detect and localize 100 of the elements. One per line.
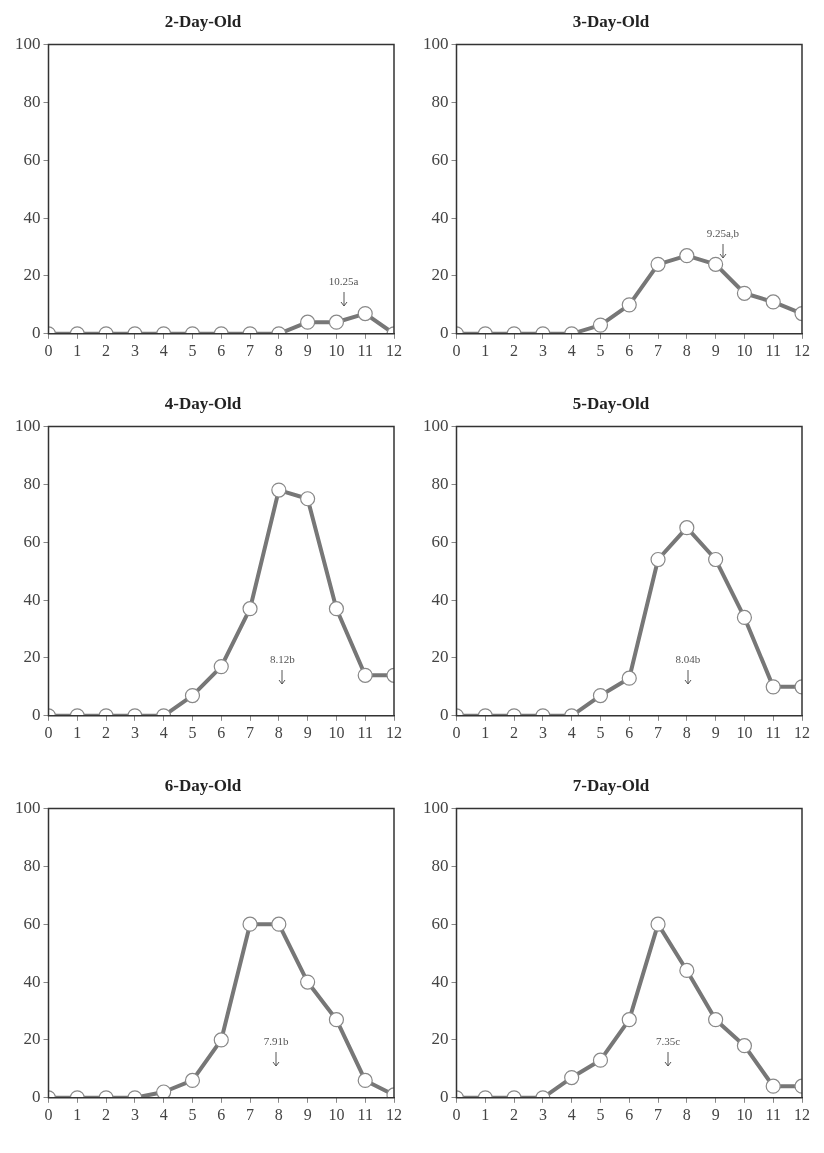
ref-line-label: 8.04b xyxy=(675,653,701,666)
y-tick-label: 60 xyxy=(431,913,449,933)
x-tick-label: 5 xyxy=(596,723,605,741)
x-tick-label: 12 xyxy=(386,1105,402,1123)
x-tick-label: 3 xyxy=(538,723,547,741)
y-tick-label: 0 xyxy=(440,1087,449,1107)
x-tick-label: 9 xyxy=(711,723,720,741)
x-tick-label: 8 xyxy=(682,1105,691,1123)
point xyxy=(708,551,724,568)
x-tick-label: 5 xyxy=(596,1105,605,1123)
x-tick-label: 8 xyxy=(274,1105,283,1123)
y-tick-label: 100 xyxy=(15,415,41,435)
x-tick-label: 3 xyxy=(130,341,139,359)
x-tick-label: 8 xyxy=(274,723,283,741)
y-tick-label: 60 xyxy=(23,531,41,551)
x-tick-label: 8 xyxy=(682,341,691,359)
x-tick-label: 2 xyxy=(102,723,111,741)
point xyxy=(708,1012,724,1028)
x-tick-label: 0 xyxy=(452,723,461,741)
x-tick-label: 3 xyxy=(538,1105,547,1123)
x-tick-label: 6 xyxy=(217,1105,226,1123)
x-tick-label: 12 xyxy=(794,723,810,741)
point xyxy=(564,1069,580,1086)
ref-line-label: 10.25a xyxy=(328,275,359,288)
point xyxy=(736,1038,753,1054)
y-tick-label: 20 xyxy=(23,1029,41,1049)
x-tick-label: 12 xyxy=(386,341,402,359)
y-tick-label: 20 xyxy=(431,647,449,667)
x-tick-label: 1 xyxy=(481,723,490,741)
point xyxy=(679,520,695,536)
y-tick-label: 80 xyxy=(431,91,449,111)
point xyxy=(242,601,258,617)
x-tick-label: 10 xyxy=(328,341,345,359)
x-tick-label: 4 xyxy=(159,723,168,741)
point xyxy=(621,1012,637,1028)
x-tick-label: 11 xyxy=(765,723,781,741)
y-tick-label: 40 xyxy=(23,589,41,609)
y-tick-label: 20 xyxy=(23,647,41,667)
y-tick-label: 80 xyxy=(431,855,449,875)
y-tick-label: 40 xyxy=(23,207,41,227)
x-tick-label: 2 xyxy=(510,1105,519,1123)
x-tick-label: 3 xyxy=(130,1105,139,1123)
y-tick-label: 60 xyxy=(431,531,449,551)
x-tick-label: 2 xyxy=(510,723,519,741)
x-tick-label: 6 xyxy=(217,723,226,741)
x-tick-label: 0 xyxy=(44,341,53,359)
y-tick-label: 20 xyxy=(23,265,41,285)
x-tick-label: 0 xyxy=(452,341,461,359)
x-tick-label: 11 xyxy=(357,341,373,359)
y-tick-label: 40 xyxy=(431,971,449,991)
x-tick-label: 9 xyxy=(303,341,312,359)
y-tick-label: 40 xyxy=(431,589,449,609)
x-tick-label: 8 xyxy=(682,723,691,741)
x-tick-label: 6 xyxy=(625,1105,634,1123)
y-tick-label: 60 xyxy=(23,913,41,933)
y-tick-label: 100 xyxy=(15,797,41,817)
x-tick-label: 7 xyxy=(246,341,255,359)
y-tick-label: 60 xyxy=(431,149,449,169)
x-tick-label: 11 xyxy=(357,1105,373,1123)
x-tick-label: 1 xyxy=(73,1105,82,1123)
x-tick-label: 8 xyxy=(274,341,283,359)
chart-title: 3-Day-Old xyxy=(572,11,650,31)
point xyxy=(736,609,753,625)
point xyxy=(592,1052,609,1068)
y-tick-label: 80 xyxy=(23,91,41,111)
y-tick-label: 60 xyxy=(23,149,41,169)
y-tick-label: 100 xyxy=(423,797,449,817)
x-tick-label: 4 xyxy=(567,1105,576,1123)
x-tick-label: 0 xyxy=(452,1105,461,1123)
x-tick-label: 12 xyxy=(794,341,810,359)
x-tick-label: 2 xyxy=(102,1105,111,1123)
y-tick-label: 40 xyxy=(23,971,41,991)
x-tick-label: 9 xyxy=(711,341,720,359)
x-tick-label: 9 xyxy=(303,723,312,741)
y-tick-label: 100 xyxy=(423,415,449,435)
x-tick-label: 10 xyxy=(736,723,753,741)
x-tick-label: 3 xyxy=(130,723,139,741)
chart-title: 2-Day-Old xyxy=(164,11,242,31)
x-tick-label: 9 xyxy=(303,1105,312,1123)
x-tick-label: 11 xyxy=(765,1105,781,1123)
x-tick-label: 12 xyxy=(386,723,402,741)
x-tick-label: 6 xyxy=(217,341,226,359)
point xyxy=(650,551,666,568)
x-tick-label: 0 xyxy=(44,723,53,741)
point xyxy=(213,1032,229,1048)
point xyxy=(242,916,258,932)
x-tick-label: 6 xyxy=(625,341,634,359)
y-tick-label: 0 xyxy=(440,323,449,343)
x-tick-label: 1 xyxy=(481,341,490,359)
x-tick-label: 2 xyxy=(510,341,519,359)
point xyxy=(300,974,316,990)
x-tick-label: 4 xyxy=(567,341,576,359)
x-tick-label: 6 xyxy=(625,723,634,741)
x-tick-label: 12 xyxy=(794,1105,810,1123)
ref-line-label: 7.91b xyxy=(263,1035,290,1048)
x-tick-label: 5 xyxy=(596,341,605,359)
x-tick-label: 11 xyxy=(765,341,781,359)
ref-line-label: 8.12b xyxy=(269,653,296,666)
x-tick-label: 7 xyxy=(246,723,255,741)
y-tick-label: 0 xyxy=(32,1087,41,1107)
